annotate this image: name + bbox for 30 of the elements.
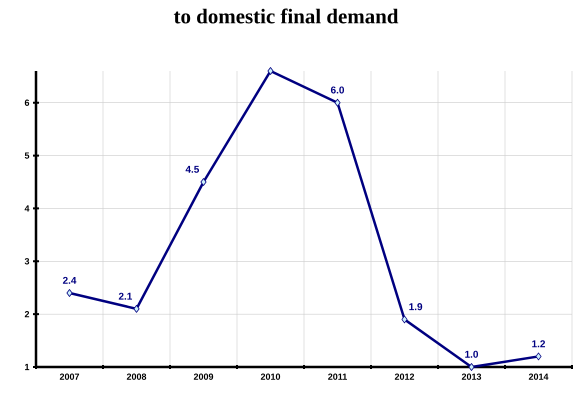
point [468, 363, 475, 371]
chart-title: to domestic final demand [174, 8, 398, 24]
y-tick-label: 1 [25, 364, 30, 370]
x-tick-label: 2009 [194, 374, 214, 380]
data-label: 2.1 [118, 292, 132, 300]
point [200, 178, 207, 186]
y-tick-label: 4 [24, 205, 30, 212]
y-tick-label: 3 [24, 258, 30, 264]
x-tick-label: 2014 [528, 374, 548, 380]
x-tick-label: 2007 [60, 374, 80, 380]
point [66, 289, 73, 297]
point [133, 304, 140, 313]
data-label: 1.2 [532, 340, 546, 348]
data-label: 1.0 [465, 350, 478, 358]
x-tick-label: 2011 [328, 374, 347, 380]
x-tick-label: 2010 [260, 374, 280, 380]
data-label: 2.4 [62, 276, 76, 284]
y-tick-label: 2 [24, 311, 30, 318]
point [535, 352, 542, 360]
data-label: 6.0 [330, 86, 344, 94]
data-label: 1.9 [409, 303, 422, 310]
point [334, 98, 341, 107]
x-tick-label: 2013 [462, 374, 482, 380]
data-label: 4.5 [186, 166, 200, 173]
point [401, 316, 408, 324]
x-tick-label: 2012 [394, 374, 414, 380]
x-tick-label: 2008 [126, 374, 146, 380]
point [267, 67, 274, 75]
y-tick-label: 5 [24, 152, 30, 159]
y-tick-label: 6 [24, 100, 30, 106]
